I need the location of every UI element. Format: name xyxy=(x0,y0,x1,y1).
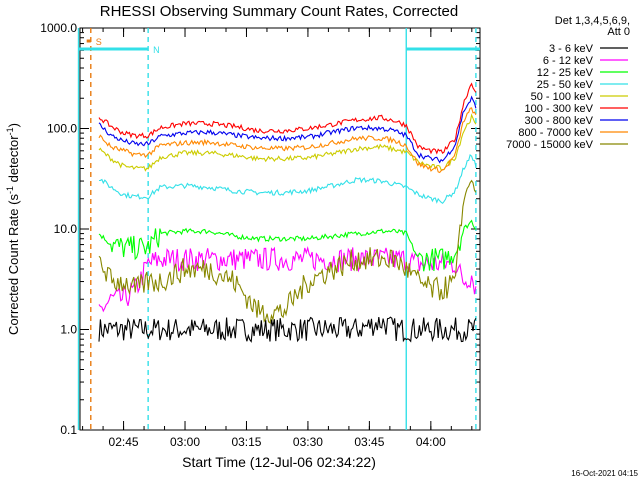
x-tick-label: 03:15 xyxy=(231,435,261,449)
legend-entry-label: 50 - 100 keV xyxy=(531,91,594,103)
x-tick-label: 02:45 xyxy=(109,435,139,449)
legend-entry-label: 800 - 7000 keV xyxy=(518,127,593,139)
flag-label: S xyxy=(96,37,102,47)
plot-frame xyxy=(79,27,481,431)
y-tick-label: 0.1 xyxy=(60,423,77,437)
legend-entry-label: 6 - 12 keV xyxy=(543,55,594,67)
flag-label: N xyxy=(153,45,160,55)
series-line-4 xyxy=(98,113,477,172)
legend-entry-label: 100 - 300 keV xyxy=(525,103,594,115)
series-line-7 xyxy=(98,107,477,174)
legend-entry-label: 12 - 25 keV xyxy=(537,67,594,79)
y-tick-label: 10.0 xyxy=(54,222,78,236)
series-line-3 xyxy=(98,154,477,205)
x-tick-label: 03:00 xyxy=(170,435,200,449)
series-lines xyxy=(98,82,477,343)
series-line-0 xyxy=(98,316,477,343)
series-line-5 xyxy=(98,82,477,155)
x-tick-label: 03:30 xyxy=(293,435,323,449)
legend-header: Att 0 xyxy=(607,26,630,38)
x-tick-label: 03:45 xyxy=(354,435,384,449)
y-tick-label: 1000.0 xyxy=(40,21,77,35)
legend-entry-label: 300 - 800 keV xyxy=(525,115,594,127)
series-line-8 xyxy=(98,179,477,324)
series-line-2 xyxy=(98,219,477,272)
legend-entry-label: 25 - 50 keV xyxy=(537,79,594,91)
x-axis-label: Start Time (12-Jul-06 02:34:22) xyxy=(182,454,376,470)
legend-header: Det 1,3,4,5,6,9, xyxy=(555,15,630,27)
chart-title: RHESSI Observing Summary Count Rates, Co… xyxy=(100,3,458,20)
series-line-1 xyxy=(98,246,477,313)
plot-axes: 0.1 1.0 10.0 100.0 1000.0 02:45 03:00 03:15 03:3… xyxy=(40,21,481,449)
x-tick-label: 04:00 xyxy=(416,435,446,449)
series-line-6 xyxy=(98,95,477,164)
y-axis-label: Corrected Count Rate (s-1 detector-1) xyxy=(5,123,21,335)
instrument-flags: SN xyxy=(77,28,480,430)
legend-entry-label: 3 - 6 keV xyxy=(549,43,594,55)
y-tick-label: 100.0 xyxy=(47,122,77,136)
y-tick-label: 1.0 xyxy=(60,323,77,337)
legend-entry-label: 7000 - 15000 keV xyxy=(506,139,594,151)
footer-timestamp: 16-Oct-2021 04:15 xyxy=(571,469,638,478)
